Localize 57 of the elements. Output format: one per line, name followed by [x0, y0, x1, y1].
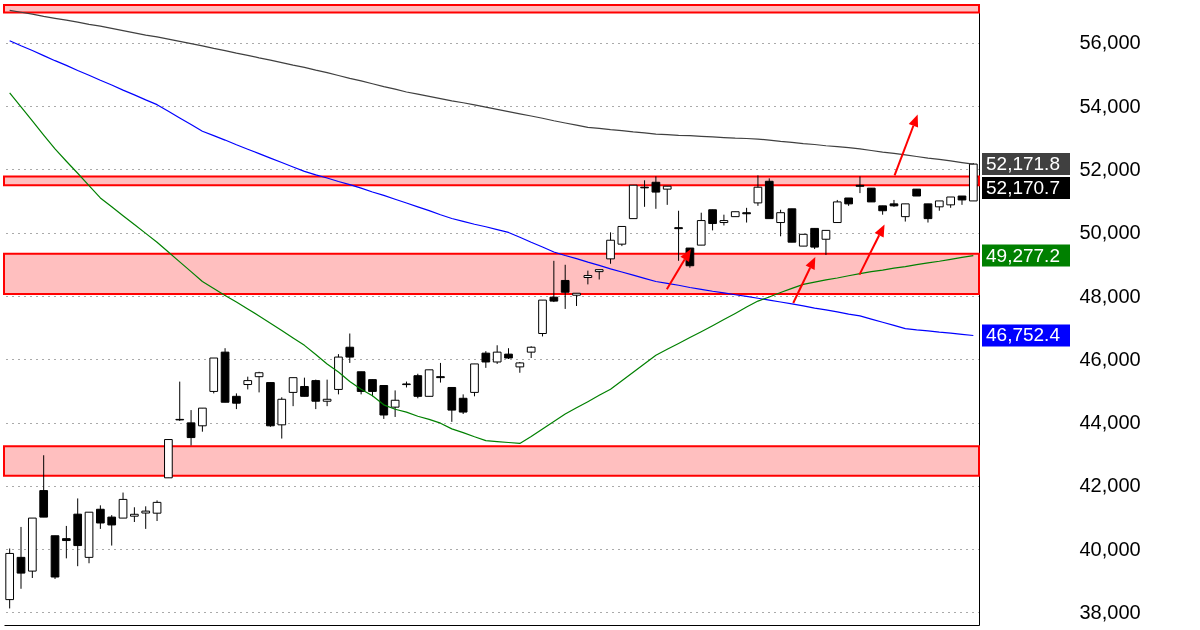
candlestick	[560, 264, 570, 310]
candlestick	[821, 229, 831, 256]
candlestick	[719, 214, 729, 226]
candlestick	[889, 199, 899, 208]
candlestick	[708, 209, 717, 231]
line-series	[9, 40, 974, 337]
candlestick	[447, 386, 457, 423]
line-series	[9, 9, 974, 165]
candlestick	[617, 225, 627, 247]
data-label: 52,171.8	[986, 153, 1060, 175]
candlestick	[776, 209, 785, 237]
candlestick	[288, 377, 298, 407]
line-series	[9, 92, 974, 445]
candlestick	[458, 393, 468, 415]
candlestick	[96, 504, 105, 530]
candlestick	[492, 344, 502, 365]
candlestick	[583, 270, 593, 285]
y-tick-label: 56,000	[1079, 31, 1141, 54]
candlestick	[107, 514, 117, 547]
candlestick	[300, 377, 309, 397]
y-tick-label: 38,000	[1079, 600, 1141, 623]
y-tick-label: 46,000	[1079, 347, 1141, 370]
text: 52,170.7	[986, 177, 1060, 199]
data-label: 49,277.2	[986, 244, 1060, 266]
candlestick	[198, 407, 207, 433]
candlestick	[413, 373, 423, 399]
candlestick	[390, 389, 400, 418]
candlestick	[141, 505, 151, 530]
candlestick	[152, 499, 162, 522]
candlestick	[186, 409, 196, 446]
candlestick	[322, 379, 332, 407]
candlestick	[651, 175, 661, 210]
candlestick	[118, 492, 128, 519]
candlestick	[674, 210, 683, 262]
y-tick-label: 48,000	[1079, 284, 1141, 307]
y-tick-label: 40,000	[1079, 537, 1141, 560]
data-label: 46,752.4	[986, 324, 1061, 346]
candlestick	[923, 203, 933, 224]
candlestick	[175, 381, 185, 422]
candlestick	[549, 260, 559, 303]
y-tick-label: 54,000	[1079, 94, 1141, 117]
y-tick-label: 50,000	[1079, 221, 1141, 244]
candlestick	[356, 371, 366, 395]
candlestick	[311, 379, 321, 410]
y-tick-label: 42,000	[1079, 474, 1141, 497]
candlestick	[832, 199, 842, 224]
y-tick-label: 52,000	[1079, 157, 1141, 180]
candlestick	[16, 526, 26, 590]
candlestick	[662, 185, 672, 206]
candlestick	[855, 175, 865, 194]
y-tick-label: 44,000	[1079, 411, 1141, 434]
candlestick	[436, 362, 445, 384]
candlestick	[606, 231, 615, 265]
candlestick	[810, 227, 819, 250]
candlestick	[753, 174, 763, 207]
candlestick	[62, 525, 71, 559]
candlestick	[345, 333, 355, 364]
